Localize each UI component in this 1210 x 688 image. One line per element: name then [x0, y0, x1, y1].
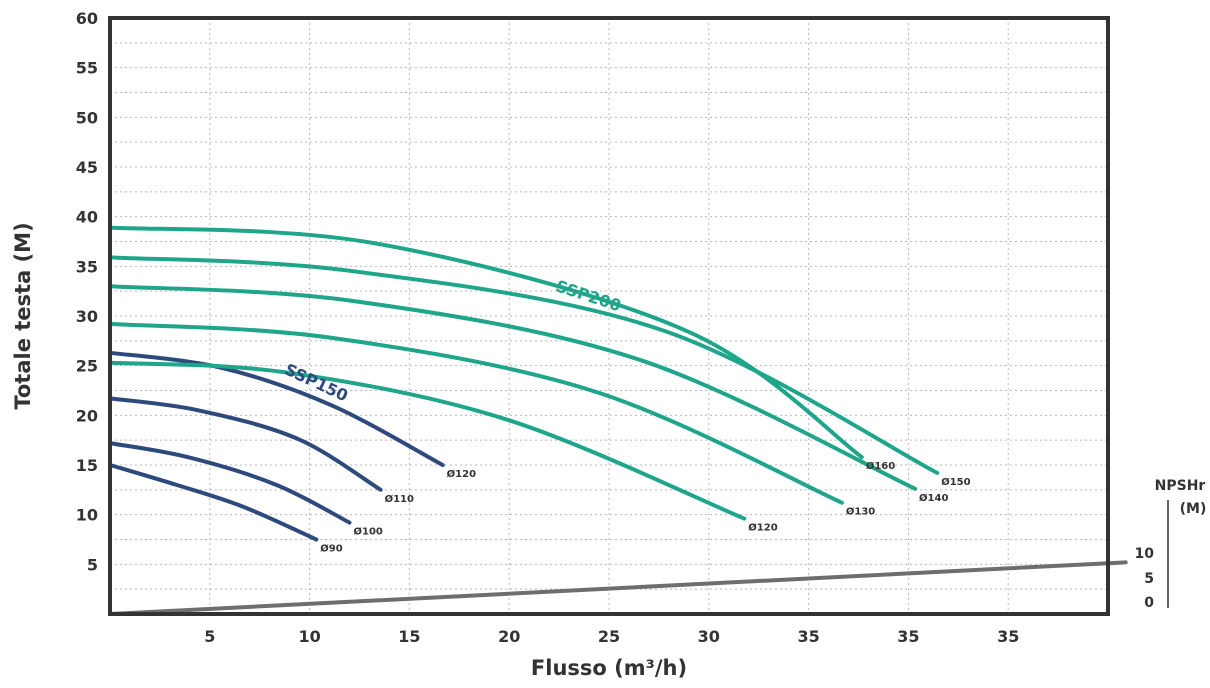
curve-ssp150-2: [108, 396, 383, 492]
npshr-unit: (M): [1180, 501, 1207, 517]
curve-end-label: Ø90: [320, 543, 342, 555]
npshr-tick-label: 10: [1135, 546, 1155, 562]
curve-ssp150-0: [108, 463, 319, 542]
curve-ssp200-8: [108, 225, 864, 460]
curve-end-label: Ø130: [846, 506, 875, 518]
curve-end-label: Ø120: [447, 468, 476, 480]
npshr-tick-label: 0: [1144, 595, 1154, 611]
x-tick-label: 35: [997, 627, 1019, 646]
x-axis-title: Flusso (m³/h): [531, 656, 687, 680]
curve-ssp200-4: [108, 360, 747, 521]
curve-end-label: Ø120: [748, 522, 777, 534]
y-tick-label: 20: [76, 406, 98, 425]
y-tick-label: 45: [76, 158, 98, 177]
x-tick-label: 5: [204, 627, 215, 646]
curve-ssp150-3: [108, 350, 445, 467]
x-axis: 5 10 15 20 25 30 35 35 35: [204, 627, 1019, 646]
curve-end-label: Ø150: [941, 476, 970, 488]
x-tick-label: 10: [298, 627, 320, 646]
y-tick-label: 30: [76, 307, 98, 326]
y-tick-label: 40: [76, 208, 98, 227]
x-tick-label: 25: [598, 627, 620, 646]
npshr-line: [108, 560, 1128, 616]
x-tick-label: 15: [398, 627, 420, 646]
curve-ssp200-5: [108, 321, 844, 505]
x-tick-label: 20: [498, 627, 520, 646]
curve-end-label: Ø140: [919, 492, 948, 504]
x-tick-label: 30: [698, 627, 720, 646]
y-axis-title: Totale testa (M): [11, 222, 35, 409]
y-tick-label: 35: [76, 257, 98, 276]
grid: [110, 18, 1108, 614]
y-tick-label: 10: [76, 506, 98, 525]
npshr-axis: NPSHr (M) 10 5 0: [1135, 478, 1207, 611]
y-tick-label: 60: [76, 9, 98, 28]
plot-frame: [108, 16, 1110, 616]
y-tick-label: 25: [76, 357, 98, 376]
npshr-title: NPSHr: [1155, 478, 1206, 494]
curves: [108, 225, 1128, 616]
npshr-ticks: 10 5 0: [1135, 546, 1155, 611]
y-axis: 5 10 15 20 25 30 35 40 45 50 55 60: [76, 9, 98, 574]
y-tick-label: 15: [76, 456, 98, 475]
npshr-tick-label: 5: [1144, 571, 1154, 587]
curve-end-label: Ø110: [385, 493, 414, 505]
y-tick-label: 55: [76, 59, 98, 78]
y-tick-label: 50: [76, 108, 98, 127]
y-tick-label: 5: [87, 555, 98, 574]
x-tick-label: 35: [797, 627, 819, 646]
curve-ssp200-7: [108, 255, 940, 475]
curve-ssp200-6: [108, 284, 918, 491]
curve-ssp150-1: [108, 441, 352, 525]
curve-end-label: Ø100: [354, 526, 383, 538]
curve-end-label: Ø160: [866, 460, 895, 472]
x-tick-label: 35: [897, 627, 919, 646]
